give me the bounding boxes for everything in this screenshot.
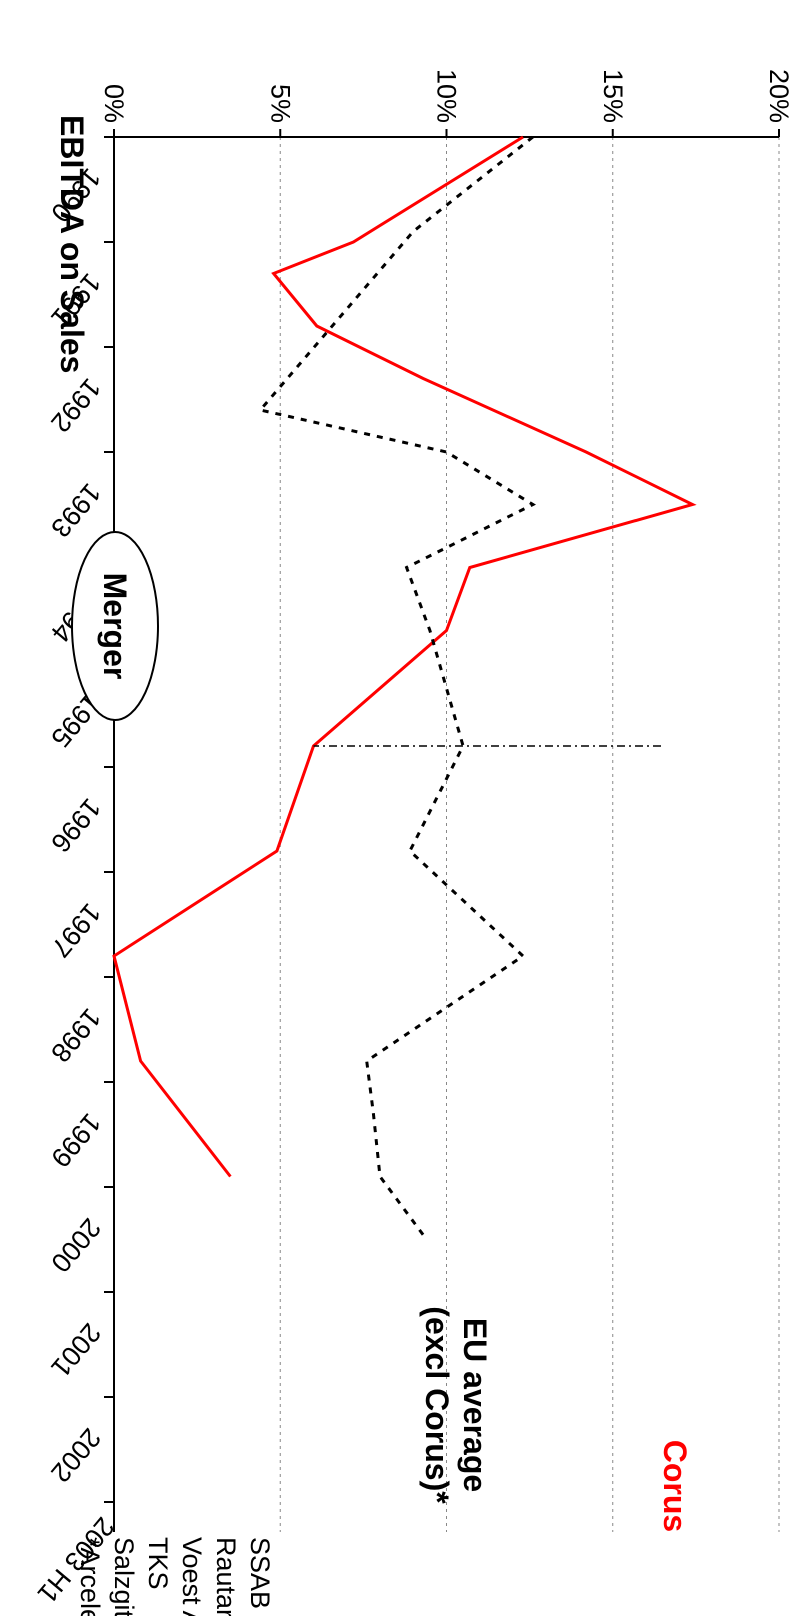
footnote-line: Voest Alpine <box>177 1537 207 1616</box>
footnote-line: TKS <box>143 1537 173 1590</box>
y-tick-label: 5% <box>265 84 295 123</box>
x-tick-label: 2002 <box>45 1423 107 1488</box>
legend-corus-label: Corus <box>657 1440 693 1532</box>
legend-eu-label-line1: EU average <box>457 1318 493 1492</box>
x-tick-label: 2001 <box>45 1318 107 1383</box>
x-tick-label: 1992 <box>45 373 107 438</box>
chart-title: EBITDA on Sales <box>54 115 90 373</box>
series-lines <box>112 135 697 1241</box>
footnote-companies: *Arceleor Salzgitter TKS Voest Alpine Rautar… <box>75 1537 275 1616</box>
footnote-line: *Arceleor <box>75 1537 105 1616</box>
chart-rotated-group: 0%5%10%15%20%199019911992199319941995199… <box>32 69 794 1616</box>
eu-average-line <box>257 135 537 1241</box>
footnote-line: SSAB <box>245 1537 275 1609</box>
x-tick-label: 1993 <box>45 478 107 543</box>
y-tick-label: 15% <box>598 69 628 123</box>
x-tick-label: 1997 <box>45 898 107 963</box>
y-tick-label: 0% <box>99 84 129 123</box>
footnote-line: Rautaruukki <box>211 1537 241 1616</box>
corus-line <box>112 135 697 1178</box>
x-tick-label: 1999 <box>45 1108 107 1173</box>
x-tick-label: 1998 <box>45 1003 107 1068</box>
legend-eu-label-line2: (excl Corus)* <box>419 1306 455 1504</box>
merger-annotation: Merger <box>71 531 159 721</box>
legend: Corus EU average (excl Corus)* <box>419 1306 693 1532</box>
y-tick-label: 20% <box>764 69 794 123</box>
merger-label: Merger <box>97 573 133 680</box>
x-tick-label: 2000 <box>45 1213 107 1278</box>
axes: 0%5%10%15%20%199019911992199319941995199… <box>32 69 794 1609</box>
gridlines <box>279 137 780 1532</box>
y-tick-label: 10% <box>432 69 462 123</box>
merger-ellipse <box>71 531 159 721</box>
x-tick-label: 1996 <box>45 793 107 858</box>
footnote-line: Salzgitter <box>109 1537 139 1616</box>
